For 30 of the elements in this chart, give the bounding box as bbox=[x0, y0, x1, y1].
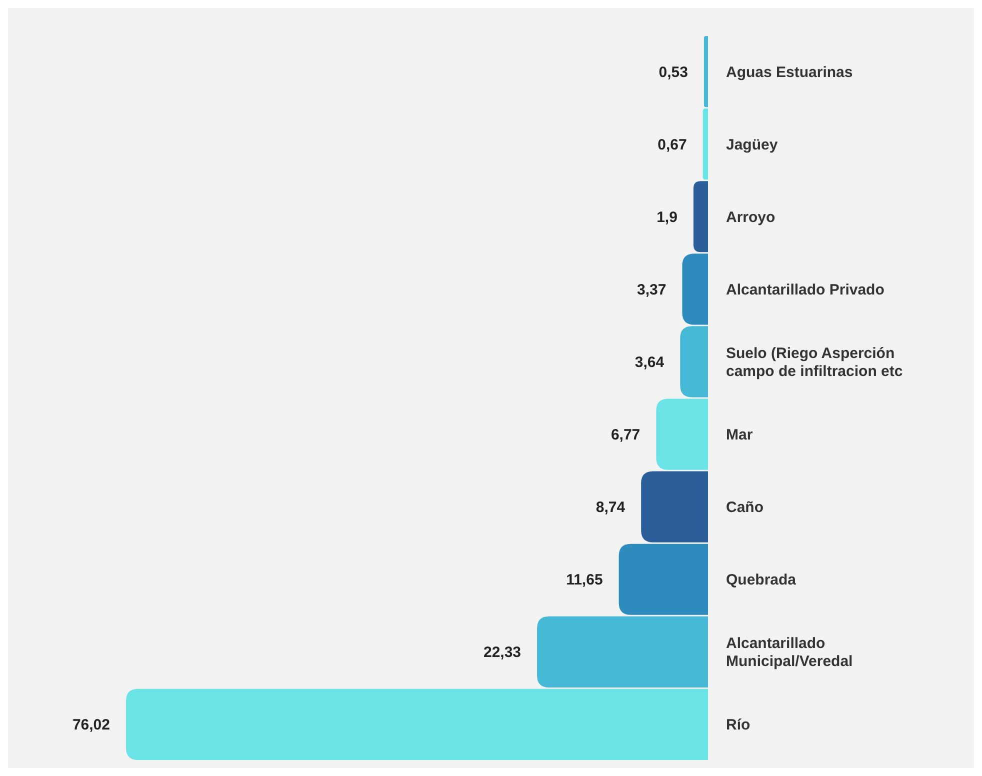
data-label: 11,65 bbox=[566, 572, 603, 589]
y-tick-label: Mar bbox=[726, 426, 753, 444]
data-label: 6,77 bbox=[610, 426, 640, 444]
data-label: 8,74 bbox=[596, 499, 626, 516]
bar bbox=[641, 471, 708, 542]
bar bbox=[126, 688, 708, 760]
y-tick-label: Aguas Estuarinas bbox=[726, 64, 853, 81]
y-tick-label: Alcantarillado Privado bbox=[726, 281, 884, 298]
bar bbox=[680, 326, 708, 398]
y-tick-label: Jagüey bbox=[726, 136, 778, 154]
y-tick-label: Suelo (Riego Asperción campo de infiltracion etc bbox=[726, 344, 903, 380]
bar bbox=[618, 544, 708, 615]
bar bbox=[656, 398, 708, 470]
y-tick-label: Río bbox=[726, 716, 750, 734]
y-tick-label: Quebrada bbox=[726, 572, 797, 589]
data-label: 3,37 bbox=[636, 281, 666, 298]
bar bbox=[537, 616, 708, 688]
bar bbox=[702, 108, 708, 180]
bar bbox=[693, 181, 708, 252]
y-tick-label: Arroyo bbox=[726, 208, 776, 226]
data-label: 3,64 bbox=[634, 354, 665, 371]
data-label: 22,33 bbox=[483, 644, 522, 662]
bar bbox=[682, 254, 708, 325]
y-tick-label: Alcantarillado Municipal/Veredal bbox=[726, 635, 853, 670]
data-label: 76,02 bbox=[72, 716, 110, 734]
data-label: 1,9 bbox=[656, 208, 678, 226]
y-tick-label: Caño bbox=[726, 499, 764, 516]
data-label: 0,67 bbox=[658, 136, 687, 154]
bar bbox=[704, 36, 708, 108]
data-label: 0,53 bbox=[658, 64, 688, 81]
